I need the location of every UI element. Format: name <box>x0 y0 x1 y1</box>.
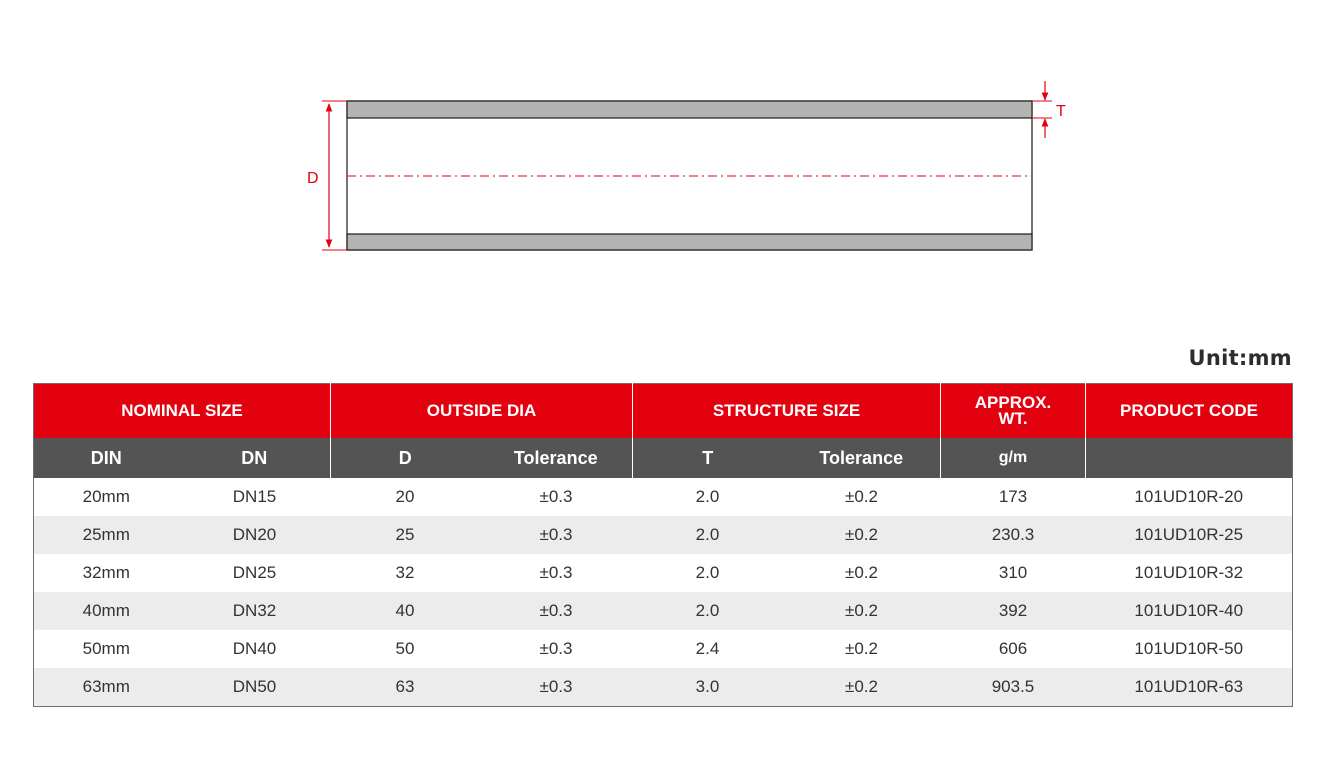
pipe-top-wall <box>346 100 1033 119</box>
cell-d: 50 <box>395 639 415 658</box>
cell-d: 63 <box>330 668 480 707</box>
table-row: 32mm DN25 32 ±0.3 2.0 ±0.2 310 101UD10R-… <box>34 554 1293 592</box>
pipe-diagram: D T <box>307 81 1066 251</box>
cell-t: 2.4 <box>695 639 720 658</box>
cell-weight: 230.3 <box>940 516 1086 554</box>
cell-dn: DN20 <box>178 516 331 554</box>
header-product-code: PRODUCT CODE <box>1085 383 1293 438</box>
cell-t-tolerance: ±0.2 <box>782 516 941 554</box>
cell-d: 20 <box>395 487 415 506</box>
table-row: 25mm DN20 25 ±0.3 2.0 ±0.2 230.3 101UD10… <box>33 516 1293 554</box>
header-nominal-size: NOMINAL SIZE <box>33 383 331 438</box>
cell-weight: 173 <box>998 487 1028 506</box>
t-dimension-label: T <box>1056 103 1066 120</box>
subheader-dn: DN <box>178 438 331 478</box>
header-approx-wt: APPROX. WT. <box>940 383 1086 438</box>
spec-table: NOMINAL SIZE OUTSIDE DIA STRUCTURE SIZE … <box>33 383 1293 707</box>
cell-din: 40mm <box>33 592 179 630</box>
cell-d-tolerance: ±0.3 <box>479 592 633 630</box>
cell-d-tolerance: ±0.3 <box>539 563 573 582</box>
cell-weight: 392 <box>940 592 1086 630</box>
cell-d-tolerance: ±0.3 <box>479 516 633 554</box>
subheader-d: D <box>330 438 480 478</box>
group-header-row: NOMINAL SIZE OUTSIDE DIA STRUCTURE SIZE … <box>33 383 1293 438</box>
cell-dn: DN40 <box>232 639 277 658</box>
table-row: 40mm DN32 40 ±0.3 2.0 ±0.2 392 101UD10R-… <box>33 592 1293 630</box>
pipe-bottom-wall <box>346 233 1033 251</box>
cell-t-tolerance: ±0.2 <box>845 563 878 582</box>
header-structure-size: STRUCTURE SIZE <box>632 383 941 438</box>
cell-t: 2.0 <box>632 592 783 630</box>
subheader-d-tolerance: Tolerance <box>479 438 633 478</box>
table-row: 20mm DN15 20 ±0.3 2.0 ±0.2 173 101UD10R-… <box>34 478 1293 516</box>
subheader-t-tolerance: Tolerance <box>782 438 941 478</box>
cell-product-code: 101UD10R-40 <box>1085 592 1293 630</box>
cell-product-code: 101UD10R-32 <box>1134 563 1244 582</box>
cell-product-code: 101UD10R-25 <box>1085 516 1293 554</box>
cell-din: 20mm <box>82 487 130 506</box>
cell-din: 25mm <box>33 516 179 554</box>
subheader-product-code <box>1085 438 1293 478</box>
cell-t-tolerance: ±0.2 <box>845 639 878 658</box>
header-outside-dia: OUTSIDE DIA <box>330 383 633 438</box>
cell-d-tolerance: ±0.3 <box>539 639 573 658</box>
cell-t: 3.0 <box>632 668 783 707</box>
cell-weight: 310 <box>998 563 1028 582</box>
cell-dn: DN32 <box>178 592 331 630</box>
sub-header-row: DIN DN D Tolerance T Tolerance g/m <box>33 438 1293 478</box>
cell-d-tolerance: ±0.3 <box>539 487 573 506</box>
cell-dn: DN15 <box>232 487 277 506</box>
cell-product-code: 101UD10R-20 <box>1134 487 1244 506</box>
subheader-weight-unit: g/m <box>940 438 1086 478</box>
cell-product-code: 101UD10R-63 <box>1085 668 1293 707</box>
table-row: 63mm DN50 63 ±0.3 3.0 ±0.2 903.5 101UD10… <box>33 668 1293 707</box>
cell-d: 32 <box>395 563 415 582</box>
d-dimension-label: D <box>307 170 319 187</box>
cell-t-tolerance: ±0.2 <box>782 668 941 707</box>
cell-t: 2.0 <box>695 487 720 506</box>
cell-din: 32mm <box>82 563 130 582</box>
cell-t: 2.0 <box>632 516 783 554</box>
cell-din: 63mm <box>33 668 179 707</box>
cell-t: 2.0 <box>695 563 720 582</box>
cell-dn: DN25 <box>232 563 277 582</box>
subheader-t: T <box>632 438 783 478</box>
subheader-din: DIN <box>33 438 179 478</box>
cell-d: 40 <box>330 592 480 630</box>
cell-t-tolerance: ±0.2 <box>782 592 941 630</box>
table-row: 50mm DN40 50 ±0.3 2.4 ±0.2 606 101UD10R-… <box>34 630 1293 668</box>
cell-d-tolerance: ±0.3 <box>479 668 633 707</box>
cell-d: 25 <box>330 516 480 554</box>
cell-dn: DN50 <box>178 668 331 707</box>
unit-label: Unit:mm <box>1188 346 1292 370</box>
cell-t-tolerance: ±0.2 <box>845 487 878 506</box>
cell-product-code: 101UD10R-50 <box>1134 639 1244 658</box>
cell-din: 50mm <box>82 639 130 658</box>
cell-weight: 903.5 <box>940 668 1086 707</box>
cell-weight: 606 <box>998 639 1028 658</box>
